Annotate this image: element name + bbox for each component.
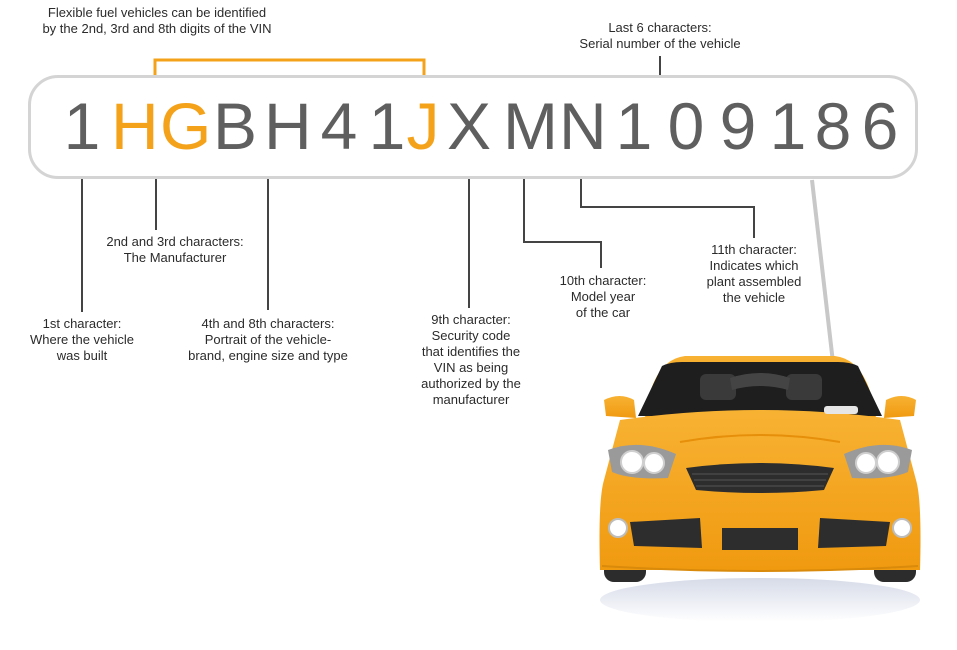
vin-char: N (559, 89, 607, 163)
vin-char: 1 (63, 89, 101, 163)
label-flex-fuel: Flexible fuel vehicles can be identified… (42, 5, 272, 36)
vin-char: 4 (320, 89, 358, 163)
vin-char: J (406, 89, 440, 163)
label-char10: 10th character: Model year of the car (559, 273, 647, 320)
car-front-icon (599, 356, 921, 622)
vin-char: 8 (814, 89, 852, 163)
vin-char: 0 (667, 89, 705, 163)
label-char1: 1st character: Where the vehicle was bui… (29, 316, 135, 363)
vin-char: 1 (615, 89, 653, 163)
label-char11: 11th character: Indicates which plant as… (706, 242, 802, 305)
vin-char: H (111, 89, 159, 163)
vin-char: G (160, 89, 212, 163)
vin-box (28, 75, 918, 179)
vin-char: H (264, 89, 312, 163)
label-char9: 9th character: Security code that identi… (421, 312, 521, 407)
vin-char: 1 (769, 89, 807, 163)
vin-char: M (503, 89, 558, 163)
vin-char: 1 (368, 89, 406, 163)
vin-char: 9 (719, 89, 757, 163)
vin-char: 6 (861, 89, 899, 163)
label-char48: 4th and 8th characters: Portrait of the … (188, 316, 348, 363)
vin-char: X (447, 89, 492, 163)
label-last6: Last 6 characters: Serial number of the … (579, 20, 741, 51)
vin-char: B (213, 89, 258, 163)
label-char23: 2nd and 3rd characters: The Manufacturer (106, 234, 244, 265)
